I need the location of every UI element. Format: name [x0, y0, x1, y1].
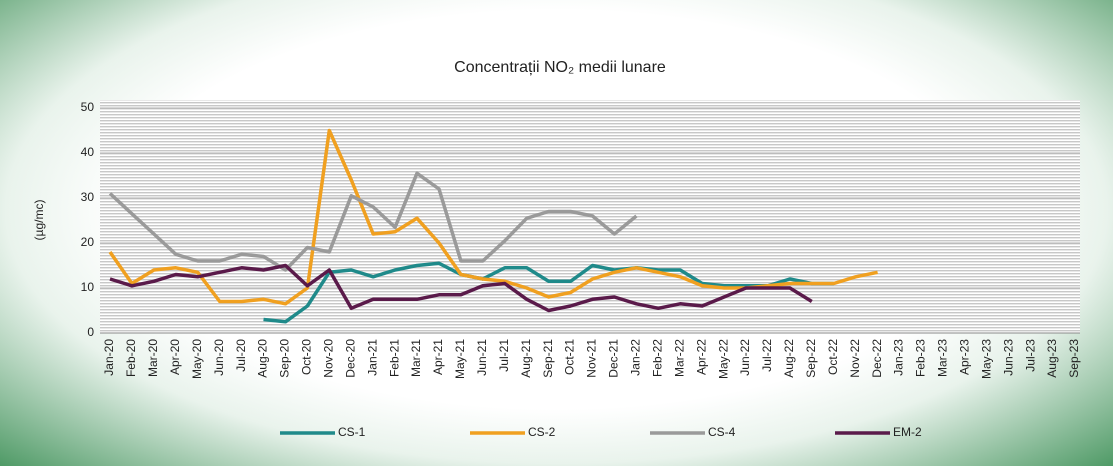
y-tick-label: 0 [87, 325, 94, 339]
y-tick-label: 50 [81, 100, 95, 114]
legend-label: CS-1 [338, 425, 366, 439]
x-tick-label: Jul-22 [760, 339, 774, 372]
x-tick-label: Mar-22 [672, 339, 686, 377]
x-tick-label: Feb-23 [914, 339, 928, 377]
x-tick-label: Apr-22 [694, 339, 708, 375]
y-tick-label: 10 [81, 280, 95, 294]
x-tick-label: Oct-21 [563, 339, 577, 375]
x-tick-label: Mar-20 [146, 339, 160, 377]
x-tick-label: Jul-23 [1023, 339, 1037, 372]
legend-label: CS-2 [528, 425, 556, 439]
x-tick-label: Sep-21 [541, 339, 555, 378]
x-tick-label: Apr-20 [168, 339, 182, 375]
x-tick-label: Dec-20 [343, 339, 357, 378]
y-tick-label: 20 [81, 235, 95, 249]
series-line [108, 171, 638, 272]
x-tick-label: Jan-22 [629, 339, 643, 376]
y-tick-label: 30 [81, 190, 95, 204]
x-tick-label: Jul-20 [234, 339, 248, 372]
x-tick-label: Jun-21 [475, 339, 489, 376]
x-tick-label: Aug-21 [519, 339, 533, 378]
legend-label: EM-2 [893, 425, 922, 439]
chart-title: Concentrații NO₂ medii lunare [454, 59, 666, 76]
x-tick-label: Jun-23 [1001, 339, 1015, 376]
x-tick-label: Jan-21 [365, 339, 379, 376]
x-tick-label: Mar-21 [409, 339, 423, 377]
x-tick-label: Jul-21 [497, 339, 511, 372]
y-tick-label: 40 [81, 145, 95, 159]
x-tick-label: Dec-21 [607, 339, 621, 378]
series-line [263, 261, 834, 324]
x-tick-label: Sep-23 [1067, 339, 1081, 378]
x-tick-label: May-20 [190, 339, 204, 379]
x-tick-label: Oct-20 [300, 339, 314, 375]
x-tick-label: May-23 [979, 339, 993, 379]
legend-label: CS-4 [708, 425, 736, 439]
x-tick-label: Nov-20 [321, 339, 335, 378]
x-tick-label: Jan-23 [892, 339, 906, 376]
x-tick-label: Nov-22 [848, 339, 862, 378]
y-axis-label: (µg/mc) [32, 200, 46, 241]
x-tick-label: Apr-23 [958, 339, 972, 375]
x-tick-label: Jun-20 [212, 339, 226, 376]
x-tick-label: Aug-20 [256, 339, 270, 378]
x-tick-label: Nov-21 [585, 339, 599, 378]
x-tick-label: Apr-21 [431, 339, 445, 375]
x-tick-label: Feb-20 [124, 339, 138, 377]
x-tick-label: Mar-23 [936, 339, 950, 377]
x-tick-label: Aug-23 [1045, 339, 1059, 378]
x-tick-label: Sep-20 [278, 339, 292, 378]
x-tick-label: Jan-20 [102, 339, 116, 376]
x-tick-label: Oct-22 [826, 339, 840, 375]
x-tick-label: Dec-22 [870, 339, 884, 378]
x-tick-label: May-21 [453, 339, 467, 379]
x-tick-label: Aug-22 [782, 339, 796, 378]
x-tick-label: May-22 [716, 339, 730, 379]
x-tick-label: Sep-22 [804, 339, 818, 378]
x-tick-label: Jun-22 [738, 339, 752, 376]
x-tick-label: Feb-22 [650, 339, 664, 377]
series-line [109, 263, 813, 313]
x-tick-label: Feb-21 [387, 339, 401, 377]
